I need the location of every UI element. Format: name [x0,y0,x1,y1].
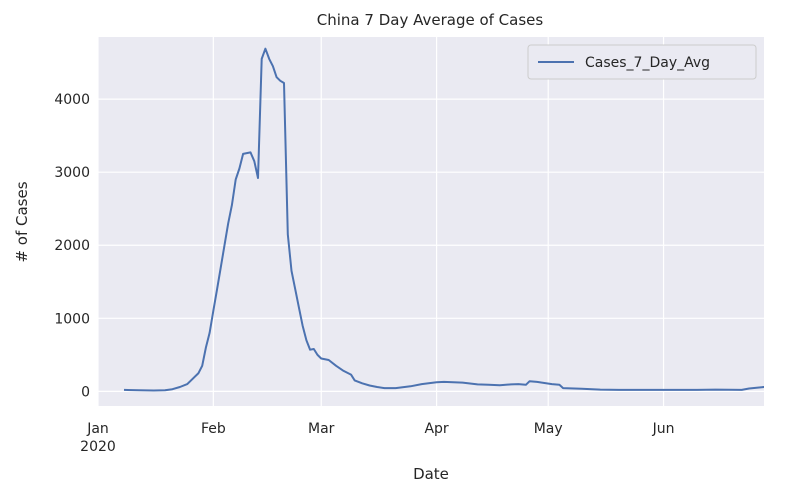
x-tick-label: Jan [86,421,109,437]
y-tick-label: 1000 [54,311,90,327]
y-tick-label: 3000 [54,165,90,181]
x-tick-label: Mar [308,421,335,437]
x-axis-ticks: Jan 2020 Feb Mar Apr May Jun [80,421,674,455]
x-axis-label: Date [413,465,449,483]
x-tick-label: May [534,421,563,437]
plot-area [98,37,764,406]
series-layer [123,47,764,392]
y-tick-label: 4000 [54,92,90,108]
x-tick-label: Feb [201,421,226,437]
chart-title: China 7 Day Average of Cases [317,11,544,29]
y-tick-label: 0 [81,384,90,400]
y-axis-ticks: 0 1000 2000 3000 4000 [54,92,90,400]
legend-label: Cases_7_Day_Avg [585,55,710,71]
grid-lines [97,37,764,406]
legend-box [527,44,757,80]
y-axis-label: # of Cases [13,181,31,262]
legend: Cases_7_Day_Avg [527,44,757,80]
x-tick-label: Jun [652,421,675,437]
y-tick-label: 2000 [54,238,90,254]
series-line-0 [123,47,764,392]
x-tick-sublabel: 2020 [80,439,116,455]
x-tick-label: Apr [424,421,448,437]
